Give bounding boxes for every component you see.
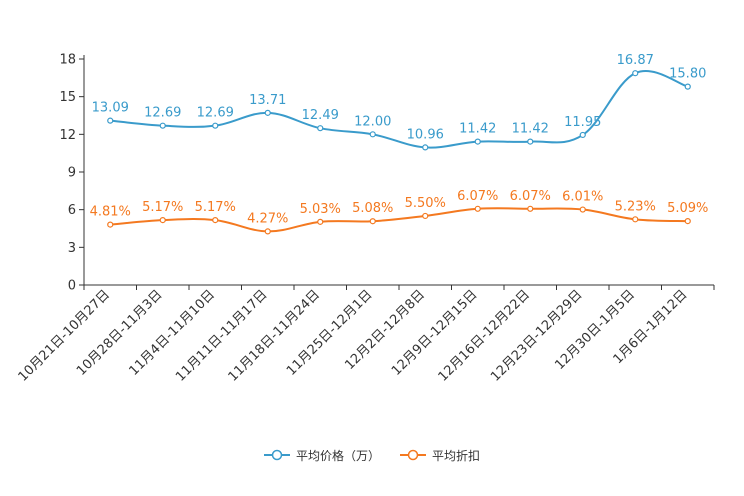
chart-legend: 平均价格（万） 平均折扣 — [0, 443, 744, 467]
x-tick-label: 12月16日-12月22日 — [436, 287, 533, 384]
data-label: 5.17% — [142, 200, 183, 215]
data-label: 13.71 — [249, 93, 286, 108]
data-point — [212, 122, 219, 129]
data-point — [474, 205, 481, 212]
data-label: 5.17% — [195, 200, 236, 215]
x-tick-label: 10月21日-10月27日 — [16, 287, 113, 384]
y-tick-label: 0 — [68, 279, 76, 294]
legend-discount-line-icon — [400, 449, 426, 461]
legend-price-line-icon — [263, 449, 290, 461]
data-point — [264, 109, 271, 116]
data-point — [422, 144, 429, 151]
data-label: 10.96 — [407, 127, 444, 142]
data-point — [369, 131, 376, 138]
data-point — [317, 125, 324, 132]
data-label: 5.09% — [667, 201, 708, 216]
data-point — [474, 138, 481, 145]
data-label: 12.00 — [354, 114, 391, 129]
y-tick-label: 12 — [59, 128, 76, 143]
data-point — [422, 212, 429, 220]
y-tick-label: 3 — [68, 241, 76, 256]
data-point — [159, 122, 166, 129]
data-label: 11.95 — [564, 115, 601, 130]
y-tick-label: 15 — [59, 90, 76, 105]
data-point — [264, 228, 271, 235]
data-label: 15.80 — [669, 67, 706, 82]
legend-item-price[interactable]: 平均价格（万） — [263, 447, 380, 464]
chart-series: 13.09 12.69 12.69 13.71 12.49 12.00 10.96 11.42… — [90, 53, 708, 235]
data-label: 11.42 — [512, 122, 549, 137]
data-label: 4.27% — [247, 211, 288, 226]
data-point — [159, 216, 166, 224]
data-label: 16.87 — [617, 53, 654, 68]
line-chart: 036912151810月21日-10月27日10月28日-11月3日11月4日… — [16, 53, 715, 385]
data-label: 6.07% — [457, 189, 498, 204]
data-point — [527, 138, 534, 145]
data-point — [107, 117, 114, 124]
x-tick-label: 11月11日-11月17日 — [173, 287, 270, 384]
legend-item-discount[interactable]: 平均折扣 — [400, 447, 480, 464]
data-label: 12.49 — [302, 108, 339, 123]
x-tick-label: 11月18日-11月24日 — [226, 287, 323, 384]
data-point — [684, 83, 691, 90]
legend-label-price: 平均价格（万） — [295, 448, 380, 463]
y-tick-label: 9 — [68, 166, 76, 181]
data-label: 12.69 — [144, 106, 181, 121]
data-point — [632, 70, 639, 77]
data-label: 5.50% — [405, 196, 446, 211]
data-point — [632, 216, 639, 223]
data-point — [212, 216, 219, 224]
data-label: 12.69 — [197, 106, 234, 121]
data-point — [527, 205, 534, 212]
data-point — [579, 131, 586, 139]
data-label: 4.81% — [90, 205, 131, 220]
y-tick-label: 6 — [68, 203, 76, 218]
data-point — [369, 218, 376, 225]
legend-label-discount: 平均折扣 — [432, 448, 481, 463]
data-point — [684, 217, 691, 225]
data-label: 11.42 — [459, 122, 496, 137]
y-tick-label: 18 — [59, 53, 76, 68]
data-label: 5.03% — [300, 202, 341, 217]
data-point — [579, 206, 586, 213]
data-label: 13.09 — [92, 101, 129, 116]
data-point — [317, 218, 324, 225]
series-line-1 — [110, 207, 688, 233]
data-label: 5.08% — [352, 201, 393, 216]
data-label: 6.01% — [562, 190, 603, 205]
x-tick-label: 12月23日-12月29日 — [488, 287, 585, 384]
data-label: 5.23% — [615, 199, 656, 214]
data-label: 6.07% — [510, 189, 551, 204]
data-point — [107, 221, 114, 228]
